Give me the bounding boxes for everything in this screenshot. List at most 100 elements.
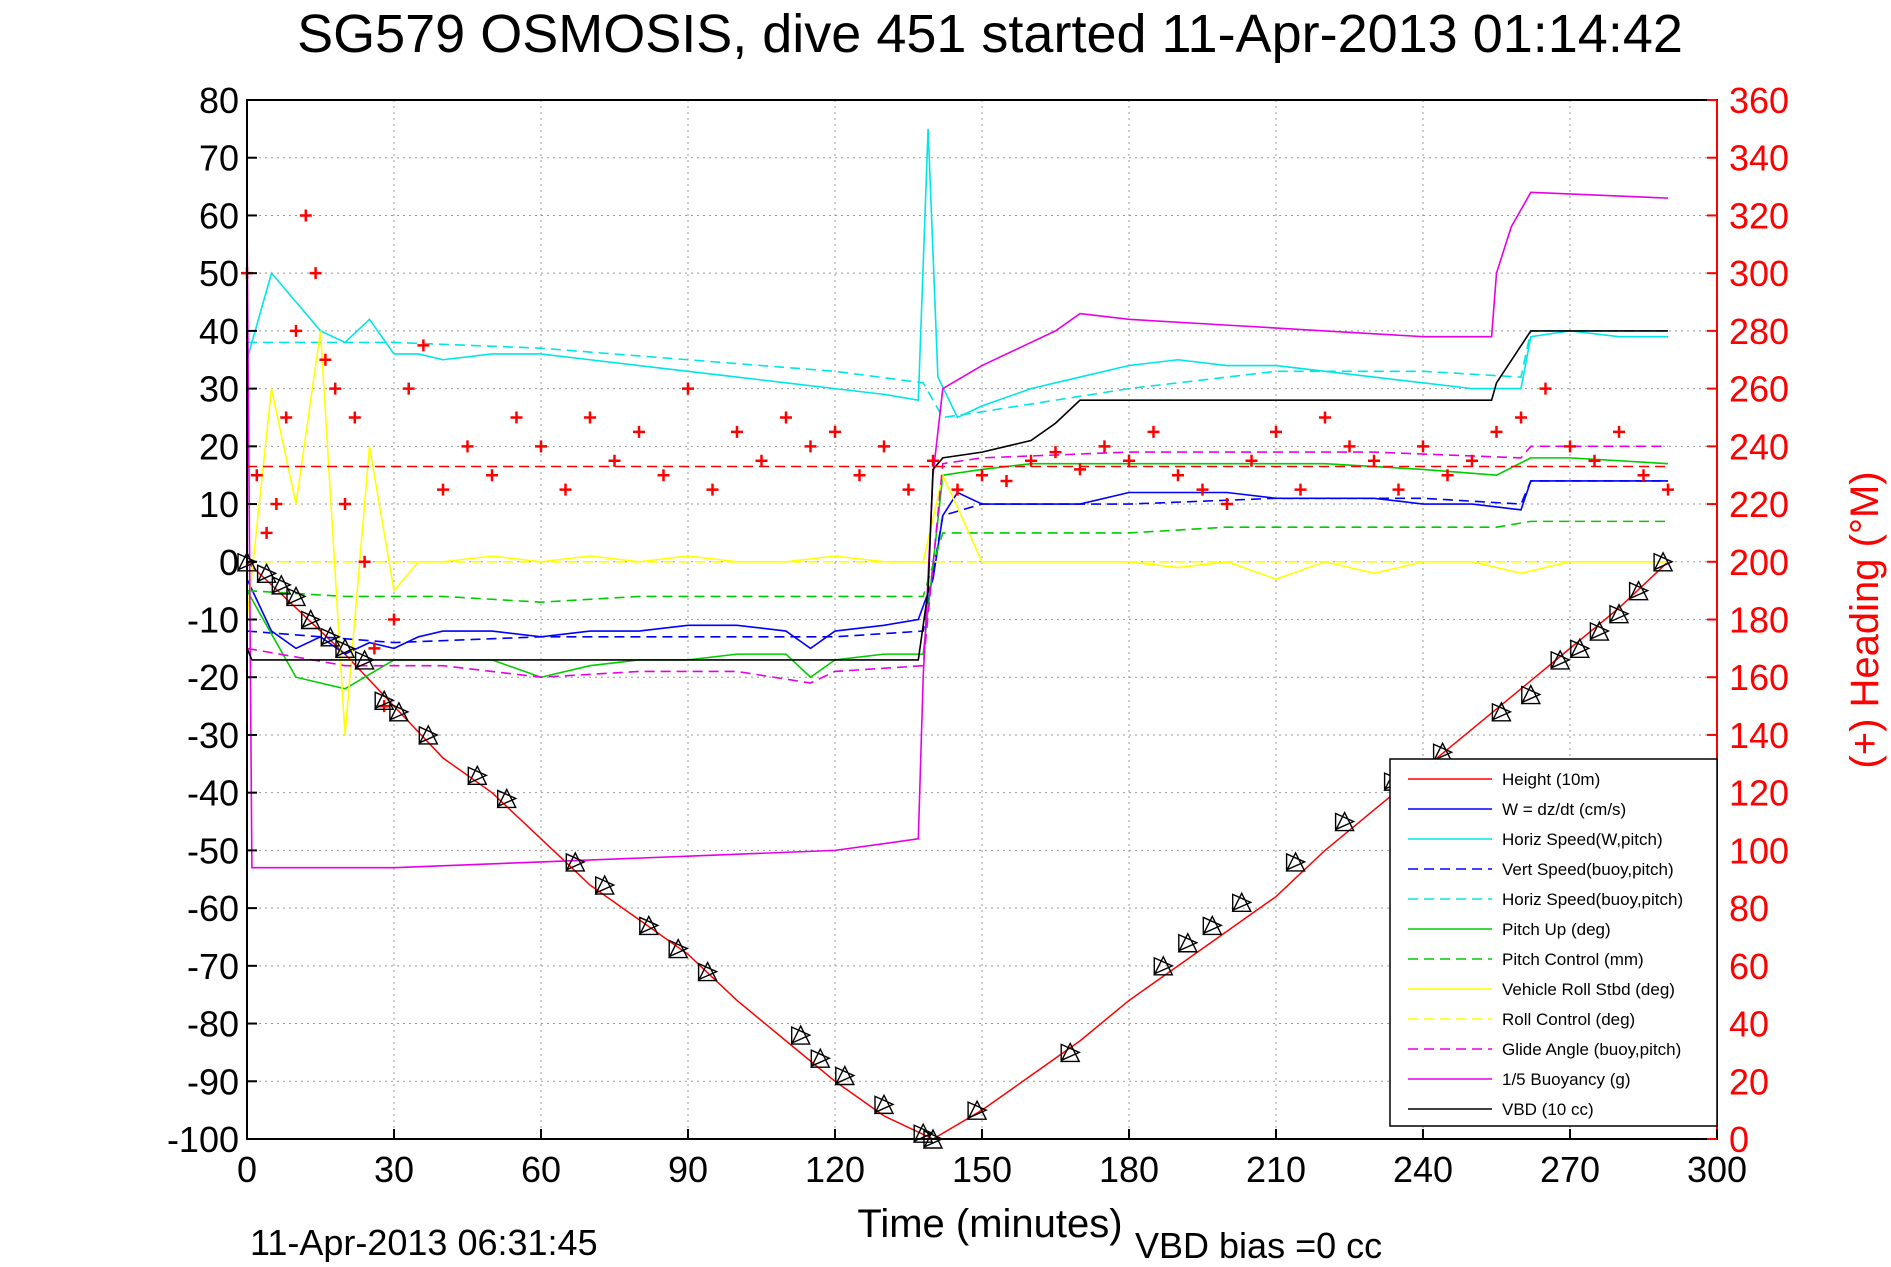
heading-marker — [1662, 483, 1674, 496]
y-tick-label: -60 — [187, 888, 239, 929]
heading-marker — [682, 382, 694, 395]
y-right-tick-label: 360 — [1729, 80, 1789, 121]
heading-marker — [535, 440, 547, 453]
legend-label: Glide Angle (buoy,pitch) — [1502, 1040, 1681, 1059]
y-tick-label: -80 — [187, 1004, 239, 1045]
y-right-tick-label: 20 — [1729, 1061, 1769, 1102]
y-tick-label: 70 — [199, 138, 239, 179]
y-right-tick-label: 220 — [1729, 484, 1789, 525]
heading-marker — [1637, 469, 1650, 482]
x-tick-label: 0 — [237, 1149, 257, 1190]
heading-marker — [878, 440, 890, 453]
series-line — [246, 330, 1668, 736]
heading-marker — [339, 498, 351, 511]
heading-marker — [1049, 446, 1062, 459]
heading-marker — [1417, 440, 1429, 453]
y-tick-label: 50 — [199, 253, 239, 294]
heading-marker — [1147, 425, 1160, 438]
depth-marker — [834, 1064, 856, 1086]
series-12 — [241, 209, 1674, 713]
heading-marker — [1368, 454, 1380, 467]
legend-label: Vehicle Roll Stbd (deg) — [1502, 980, 1675, 999]
heading-marker — [510, 411, 523, 424]
heading-marker — [731, 425, 743, 438]
y-right-tick-label: 0 — [1729, 1119, 1749, 1160]
footer-note: VBD bias =0 cc — [1135, 1225, 1382, 1262]
depth-marker — [810, 1047, 832, 1068]
x-tick-label: 150 — [952, 1149, 1012, 1190]
y-tick-label: 80 — [199, 80, 239, 121]
series-1 — [246, 480, 1668, 656]
heading-marker — [976, 469, 988, 482]
series-11 — [246, 330, 1668, 661]
series-line — [247, 330, 1668, 419]
heading-marker — [437, 483, 449, 496]
y-right-tick-label: 240 — [1729, 426, 1789, 467]
heading-marker — [633, 425, 645, 438]
depth-marker — [1285, 851, 1307, 872]
y-right-tick-label: 320 — [1729, 195, 1789, 236]
heading-marker — [1000, 474, 1013, 487]
heading-marker — [1392, 483, 1405, 496]
footer-date: 11-Apr-2013 06:31:45 — [250, 1222, 598, 1262]
depth-marker — [1628, 580, 1650, 601]
depth-marker — [1202, 914, 1224, 936]
series-4 — [247, 330, 1668, 419]
heading-marker — [804, 440, 817, 453]
chart-title: SG579 OSMOSIS, dive 451 started 11-Apr-2… — [297, 4, 1683, 64]
depth-marker — [271, 574, 293, 595]
y-tick-label: 10 — [199, 484, 239, 525]
heading-marker — [1196, 483, 1209, 496]
heading-marker — [1123, 454, 1135, 467]
x-tick-label: 300 — [1687, 1149, 1747, 1190]
depth-marker — [1569, 637, 1591, 659]
y-tick-label: 0 — [219, 542, 239, 583]
legend-label: Height (10m) — [1502, 770, 1600, 789]
legend-label: Vert Speed(buoy,pitch) — [1502, 860, 1674, 879]
depth-marker — [1491, 701, 1513, 722]
depth-marker — [1550, 649, 1571, 670]
heading-marker — [1490, 425, 1503, 438]
depth-marker — [638, 914, 660, 936]
heading-marker — [1466, 454, 1478, 467]
depth-marker — [467, 764, 489, 786]
depth-marker — [354, 649, 376, 670]
heading-marker — [280, 411, 293, 424]
heading-marker — [1515, 411, 1527, 424]
depth-marker — [873, 1093, 895, 1115]
heading-marker — [1270, 425, 1282, 438]
y-tick-label: 60 — [199, 195, 239, 236]
y-tick-label: 20 — [199, 426, 239, 467]
heading-marker — [1564, 440, 1576, 453]
depth-marker — [1177, 932, 1199, 953]
heading-marker — [584, 411, 596, 424]
heading-marker — [270, 498, 283, 511]
heading-marker — [1245, 454, 1258, 467]
y-right-tick-label: 40 — [1729, 1004, 1769, 1045]
depth-marker — [256, 562, 278, 584]
y-tick-label: -40 — [187, 773, 239, 814]
series-6 — [246, 520, 1668, 603]
series-line — [246, 480, 1668, 656]
depth-marker — [1334, 810, 1356, 832]
series-line — [246, 330, 1668, 661]
series-line — [246, 128, 1668, 419]
heading-marker — [329, 382, 342, 395]
heading-marker — [417, 339, 430, 352]
heading-marker — [368, 642, 381, 655]
heading-marker — [260, 526, 273, 539]
heading-marker — [559, 483, 572, 496]
heading-marker — [299, 209, 312, 222]
y-right-tick-label: 260 — [1729, 369, 1789, 410]
depth-marker — [668, 937, 689, 959]
depth-marker — [966, 1099, 988, 1120]
depth-marker — [334, 637, 356, 659]
heading-marker — [1074, 463, 1086, 476]
heading-marker — [348, 411, 361, 424]
legend-label: Pitch Control (mm) — [1502, 950, 1644, 969]
depth-marker — [300, 608, 322, 630]
heading-marker — [706, 483, 719, 496]
depth-marker — [320, 626, 342, 647]
depth-marker — [285, 585, 307, 607]
